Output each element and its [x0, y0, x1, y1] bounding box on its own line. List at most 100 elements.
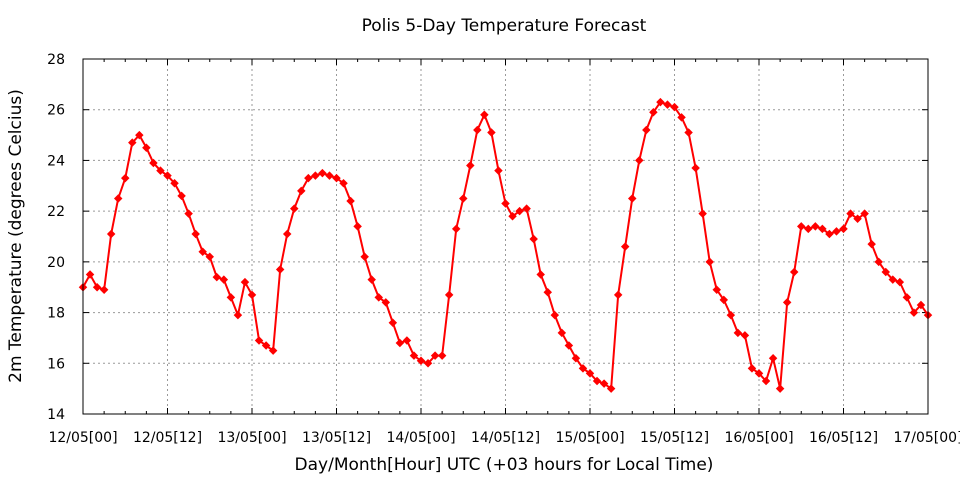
plot-frame: [82, 58, 929, 415]
data-point: [99, 285, 109, 294]
data-point: [459, 194, 468, 203]
data-point: [437, 351, 447, 360]
data-point: [494, 166, 503, 175]
data-point: [346, 196, 355, 206]
data-point: [254, 336, 264, 345]
data-point: [121, 173, 130, 183]
chart-title: Polis 5-Day Temperature Forecast: [362, 16, 647, 36]
x-tick-label: 15/05[12]: [640, 430, 709, 446]
data-point: [395, 338, 405, 348]
grid: [83, 59, 928, 414]
x-tick-label: 13/05[12]: [302, 430, 371, 446]
data-point: [444, 290, 454, 300]
data-point: [578, 364, 588, 373]
data-point: [240, 277, 250, 287]
data-point: [268, 346, 278, 355]
data-point: [712, 285, 721, 294]
data-point: [557, 328, 567, 338]
data-point: [353, 222, 362, 231]
data-point: [480, 110, 489, 120]
data-point: [797, 222, 806, 231]
x-tick-label: 12/05[12]: [133, 430, 202, 446]
data-point: [740, 331, 750, 340]
data-point: [804, 224, 813, 234]
data-point: [261, 341, 271, 350]
x-tick-label: 16/05[00]: [724, 430, 793, 446]
data-point: [92, 282, 102, 292]
data-point: [543, 288, 552, 297]
data-point: [367, 275, 376, 284]
data-point: [754, 369, 764, 378]
data-point: [789, 267, 799, 277]
data-point: [128, 138, 137, 147]
data-point: [811, 222, 820, 231]
data-point: [719, 295, 729, 305]
data-point: [867, 239, 876, 249]
data-point: [184, 209, 193, 218]
data-point: [733, 328, 743, 338]
data-point: [663, 100, 672, 109]
data-point: [106, 229, 116, 239]
data-point: [374, 293, 383, 302]
y-axis-label: 2m Temperature (degrees Celcius): [6, 89, 26, 383]
data-point: [909, 308, 919, 317]
data-point: [768, 353, 778, 363]
data-point: [487, 128, 496, 137]
x-tick-label: 13/05[00]: [217, 430, 286, 446]
y-tick-label: 26: [47, 103, 65, 119]
data-point: [726, 310, 736, 320]
data-point: [311, 171, 320, 180]
data-point: [142, 143, 151, 152]
data-point: [599, 379, 609, 388]
y-tick-label: 24: [47, 153, 65, 169]
data-point: [430, 351, 440, 360]
data-point: [895, 277, 905, 287]
data-point: [177, 191, 186, 201]
data-point: [409, 351, 419, 360]
data-point: [508, 211, 517, 221]
data-point: [170, 179, 179, 188]
data-point: [501, 199, 510, 208]
data-point: [902, 293, 912, 302]
data-point: [747, 364, 757, 373]
data-point: [874, 257, 883, 267]
y-tick-label: 18: [47, 306, 65, 322]
data-point: [113, 194, 123, 203]
data-point: [191, 229, 200, 239]
data-point: [550, 310, 560, 320]
data-point: [135, 130, 144, 140]
data-point: [381, 298, 391, 307]
y-tick-label: 22: [47, 204, 65, 220]
data-point: [318, 168, 327, 178]
data-point: [297, 186, 306, 196]
data-point: [635, 156, 644, 165]
data-point: [705, 257, 714, 267]
x-tick-label: 15/05[00]: [555, 430, 624, 446]
data-point: [212, 272, 222, 282]
x-tick-label: 14/05[12]: [471, 430, 540, 446]
data-point: [275, 265, 285, 274]
x-tick-label: 12/05[00]: [48, 430, 117, 446]
data-point: [163, 171, 172, 180]
axis-ticks: 14 16 18 20 22 24 26 28 12/05[00] 12/05[12] 13/05[…: [47, 52, 960, 446]
data-point: [782, 298, 792, 307]
data-point: [402, 336, 412, 345]
data-point: [775, 384, 785, 393]
data-point: [466, 161, 475, 170]
data-point: [839, 224, 848, 234]
data-point: [332, 173, 341, 183]
data-point: [226, 293, 236, 302]
data-point: [642, 125, 651, 135]
x-tick-label: 17/05[00]: [893, 430, 960, 446]
data-point: [585, 369, 595, 378]
data-point: [233, 310, 243, 320]
data-point: [282, 229, 292, 239]
data-point: [620, 242, 630, 251]
data-point: [451, 224, 461, 234]
data-point: [881, 267, 890, 277]
data-point: [219, 275, 229, 284]
data-point: [613, 290, 623, 300]
data-point: [423, 359, 433, 368]
data-point: [85, 270, 95, 279]
